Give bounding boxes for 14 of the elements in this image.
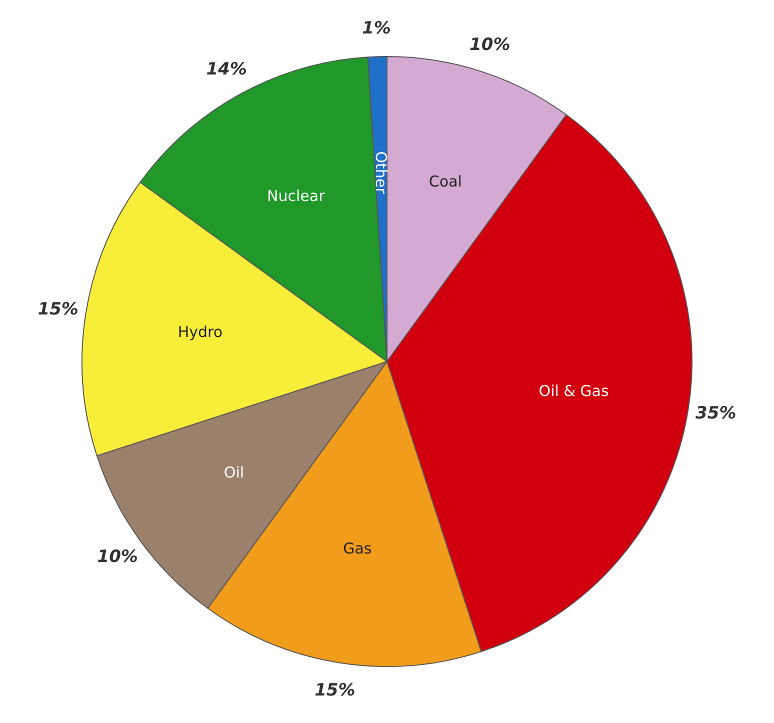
slice-label: Gas bbox=[343, 539, 372, 558]
data-label: 35% bbox=[696, 404, 736, 424]
slice-label: Oil bbox=[224, 464, 244, 482]
data-label: 10% bbox=[97, 547, 138, 568]
slice-label: Other bbox=[372, 151, 390, 195]
data-label: 14% bbox=[206, 60, 247, 80]
slice-label: Coal bbox=[428, 172, 462, 191]
data-label: 15% bbox=[314, 680, 356, 700]
data-label: 1% bbox=[362, 18, 391, 39]
data-label: 10% bbox=[470, 34, 510, 55]
data-label: 15% bbox=[38, 299, 78, 320]
slice-label: Nuclear bbox=[267, 186, 326, 205]
slice-label: Hydro bbox=[178, 322, 223, 341]
slice-label: Oil & Gas bbox=[538, 382, 609, 400]
